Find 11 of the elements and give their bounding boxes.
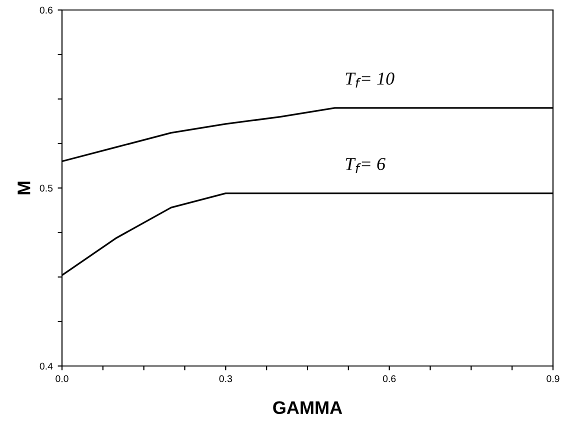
x-tick-label: 0.9	[546, 375, 560, 382]
x-axis-title: GAMMA	[273, 401, 342, 414]
x-tick-label: 0.0	[56, 375, 68, 382]
x-tick-label: 0.6	[382, 375, 396, 382]
y-axis-title: M	[18, 182, 30, 194]
series-label: T$_{f}$= 6	[346, 158, 386, 173]
y-tick-label: 0.5	[40, 184, 53, 192]
x-tick-label: 0.3	[219, 375, 232, 382]
y-tick-label: 0.4	[40, 362, 53, 370]
series-label: T$_{f}$= 10	[346, 72, 394, 88]
y-tick-label: 0.6	[40, 6, 53, 14]
